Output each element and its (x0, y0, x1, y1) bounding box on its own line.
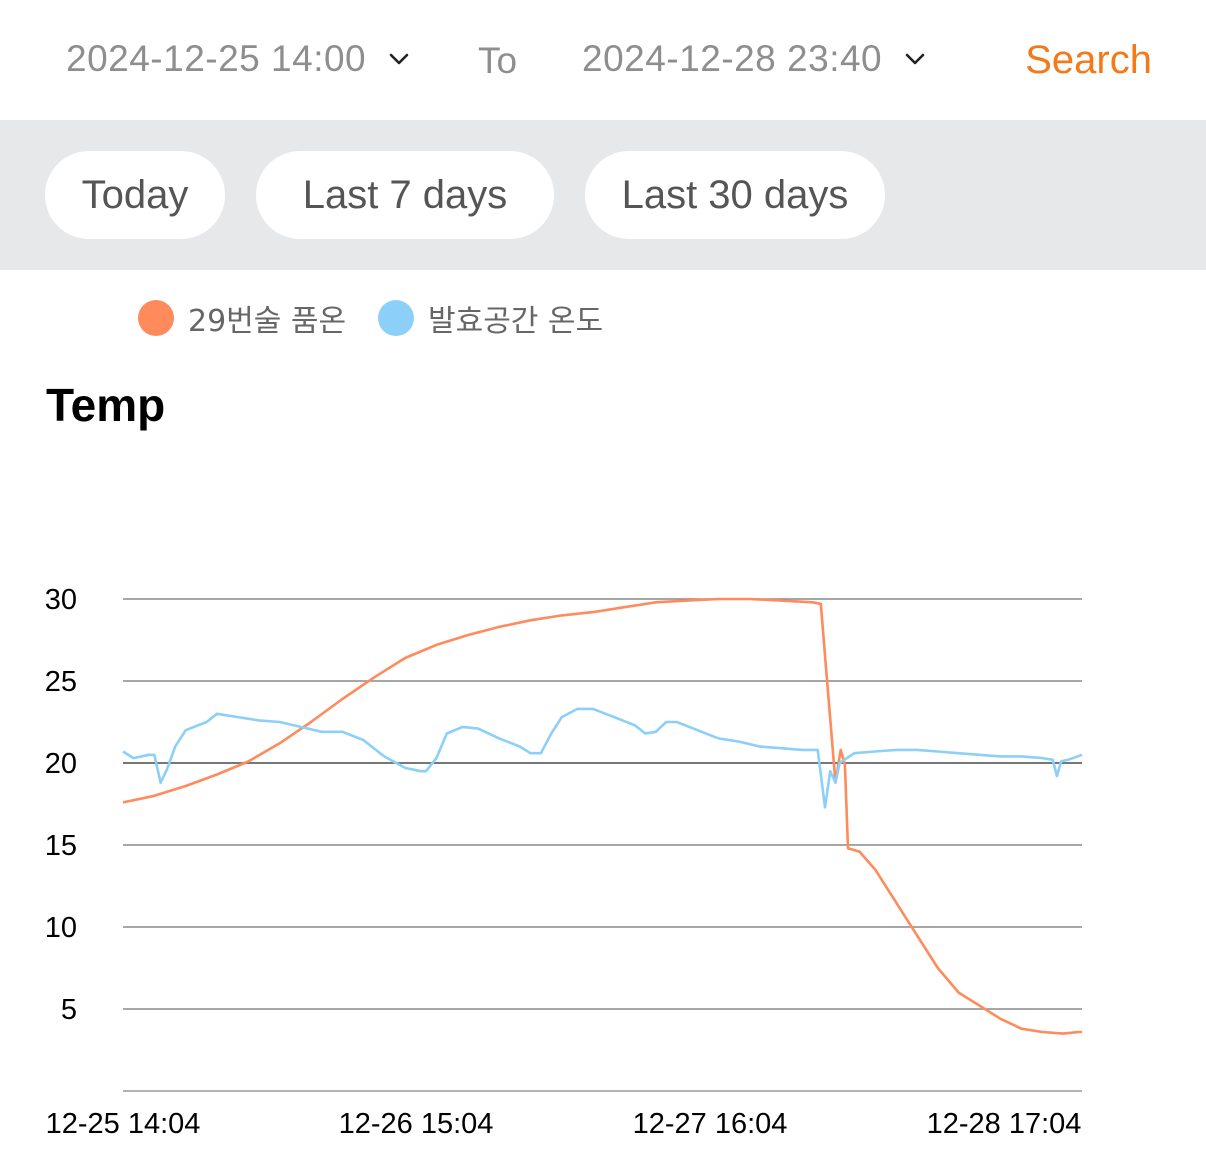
legend-item-series-1[interactable]: 29번술 품온 (138, 296, 346, 340)
chart-legend: 29번술 품온 발효공간 온도 (0, 296, 1206, 340)
temperature-line-chart: 30 25 20 15 10 5 12-25 14:04 12-26 15:04 12-27 … (45, 584, 1083, 1140)
quick-range-bar: Today Last 7 days Last 30 days (0, 120, 1206, 270)
start-date-picker[interactable]: 2024-12-25 14:00 (66, 38, 410, 80)
chevron-down-icon (905, 53, 925, 65)
end-date-value: 2024-12-28 23:40 (582, 38, 883, 79)
to-label: To (478, 40, 518, 81)
y-tick-label: 25 (45, 666, 77, 698)
legend-dot (378, 300, 414, 336)
chevron-down-icon (389, 53, 409, 65)
y-tick-label: 20 (45, 748, 77, 780)
x-tick-label: 12-25 14:04 (46, 1108, 201, 1140)
start-date-value: 2024-12-25 14:00 (66, 38, 367, 79)
last-7-days-button[interactable]: Last 7 days (256, 151, 554, 239)
last-30-days-button[interactable]: Last 30 days (585, 151, 885, 239)
legend-label: 발효공간 온도 (428, 304, 604, 339)
chart-title: Temp (46, 379, 166, 431)
y-tick-label: 10 (45, 912, 77, 944)
series-line-2 (122, 707, 1083, 809)
search-button[interactable]: Search (1025, 38, 1152, 82)
y-tick-label: 30 (45, 584, 77, 616)
today-button[interactable]: Today (45, 151, 225, 239)
series-line-1 (122, 597, 1082, 1035)
legend-item-series-2[interactable]: 발효공간 온도 (378, 296, 603, 340)
x-tick-label: 12-27 16:04 (633, 1108, 788, 1140)
legend-dot (138, 300, 174, 336)
y-tick-label: 15 (45, 830, 77, 862)
x-tick-label: 12-28 17:04 (927, 1108, 1082, 1140)
legend-label: 29번술 품온 (188, 304, 347, 339)
end-date-picker[interactable]: 2024-12-28 23:40 (582, 38, 926, 80)
x-tick-label: 12-26 15:04 (339, 1108, 494, 1140)
y-tick-label: 5 (61, 994, 77, 1026)
date-range-bar: 2024-12-25 14:00 To 2024-12-28 23:40 Sea… (0, 0, 1206, 120)
